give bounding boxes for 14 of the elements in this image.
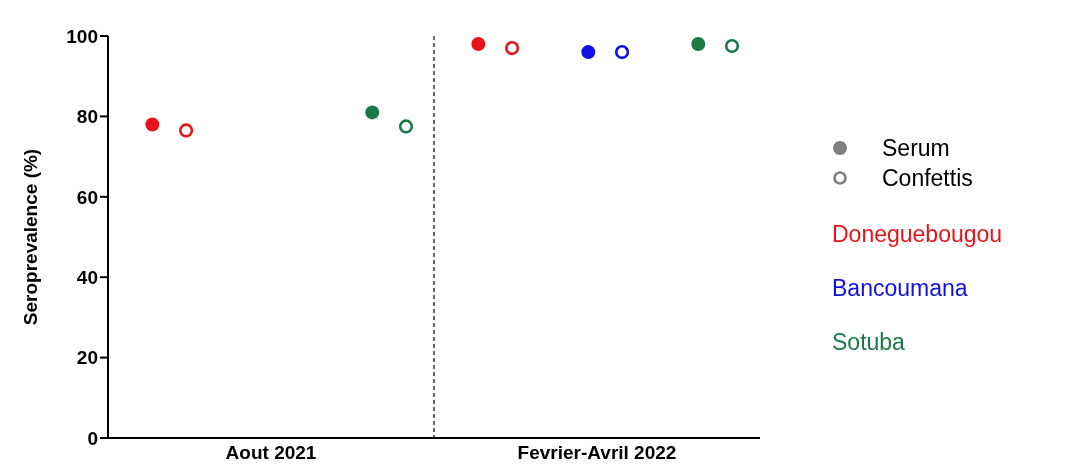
text: Serum bbox=[882, 134, 950, 162]
y-tick-label: 80 bbox=[76, 106, 98, 128]
y-tick-label: 100 bbox=[66, 25, 98, 47]
text: Doneguebougou bbox=[832, 219, 1003, 249]
y-tick-label: 60 bbox=[76, 186, 98, 208]
y-tick-label: 20 bbox=[76, 347, 98, 369]
text: Confettis bbox=[882, 164, 973, 192]
text: Sotuba bbox=[832, 327, 906, 357]
y-tick-label: 40 bbox=[76, 266, 98, 288]
x-tick-label: Aout 2021 bbox=[225, 442, 317, 464]
text: Bancoumana bbox=[832, 273, 969, 303]
y-axis-title: Seroprevalence (%) bbox=[19, 148, 41, 326]
y-tick-label: 0 bbox=[87, 427, 98, 449]
x-tick-label: Fevrier-Avril 2022 bbox=[517, 442, 677, 464]
